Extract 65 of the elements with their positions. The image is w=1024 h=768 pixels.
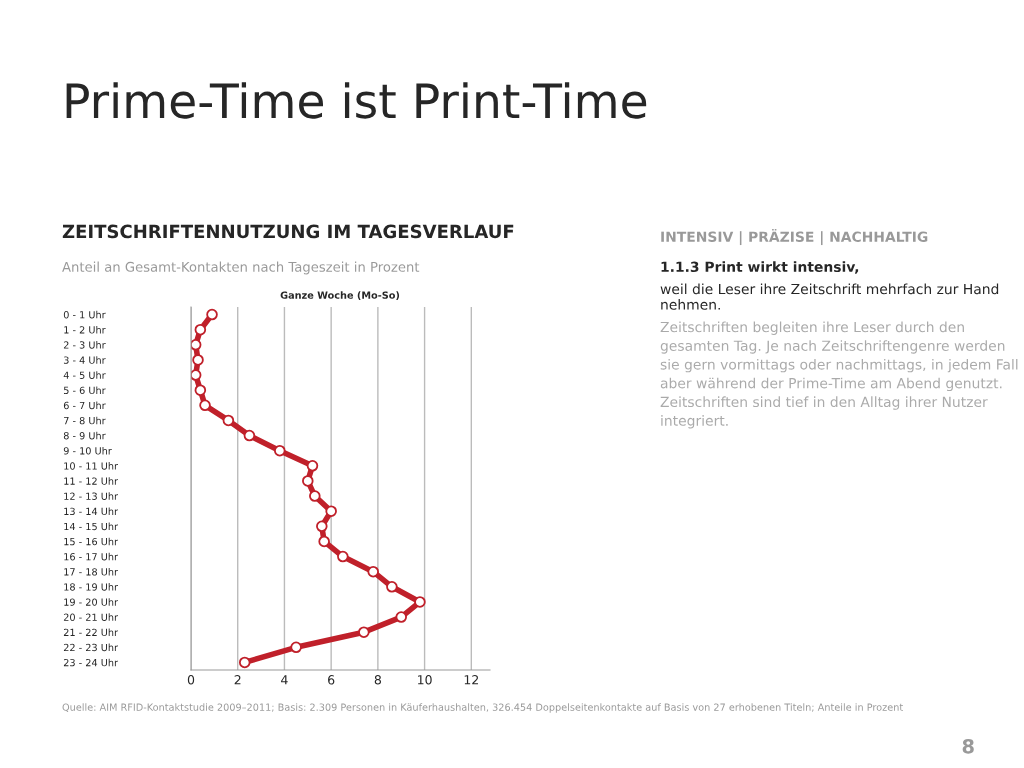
- y-tick-label: 11 - 12 Uhr: [64, 477, 119, 485]
- x-tick-label: 2: [234, 675, 241, 685]
- point: [386, 581, 398, 593]
- point: [395, 611, 408, 623]
- point: [273, 444, 286, 457]
- point: [194, 323, 207, 336]
- y-tick-label: 17 - 18 Uhr: [64, 567, 119, 576]
- y-tick-label: 23 - 24 Uhr: [63, 658, 119, 667]
- y-tick-label: 10 - 11 Uhr: [64, 462, 119, 470]
- point: [206, 308, 218, 321]
- y-tick-label: 9 - 10 Uhr: [63, 446, 112, 455]
- y-tick-label: 22 - 23 Uhr: [63, 643, 119, 652]
- y-tick-label: 15 - 16 Uhr: [64, 537, 119, 546]
- point: [318, 535, 330, 548]
- y-tick-label: 18 - 19 Uhr: [64, 583, 119, 591]
- text: Zeitschriften begleiten ihre Leser durch den gesamten Tag. Je nach Zeitschriftengenre werden sie gern vormittags oder nachmittags, in jedem Fall aber während der Prime-Time am Abend genutzt. Zeitschriften sind tief in den Alltag ihrer Nutzer integriert.: [660, 321, 1018, 429]
- x-tick-label: 6: [328, 675, 335, 685]
- y-tick-label: 4 - 5 Uhr: [63, 371, 106, 379]
- x-tick-label: 4: [281, 675, 288, 685]
- point: [290, 641, 302, 654]
- y-tick-label: 14 - 15 Uhr: [64, 522, 119, 531]
- point: [358, 626, 370, 638]
- point: [302, 475, 314, 487]
- point: [243, 429, 256, 442]
- y-tick-label: 0 - 1 Uhr: [63, 310, 106, 319]
- y-tick-label: 6 - 7 Uhr: [63, 401, 106, 410]
- point: [192, 354, 204, 366]
- point: [309, 490, 321, 502]
- y-tick-label: 21 - 22 Uhr: [63, 628, 119, 637]
- y-tick-label: 8 - 9 Uhr: [63, 431, 106, 440]
- text: weil die Leser ihre Zeitschrift mehrfach zur Hand nehmen.: [660, 283, 999, 310]
- text: INTENSIV | PRÄZISE | NACHHALTIG: [661, 228, 928, 246]
- text: 1.1.3 Print wirkt intensiv,: [661, 261, 859, 274]
- point: [306, 460, 319, 472]
- point: [414, 596, 426, 608]
- y-tick-label: 3 - 4 Uhr: [63, 356, 106, 364]
- y-tick-label: 5 - 6 Uhr: [63, 386, 106, 395]
- x-tick-label: 12: [464, 675, 479, 685]
- point: [222, 414, 235, 427]
- y-tick-label: 12 - 13 Uhr: [64, 492, 119, 500]
- point: [194, 384, 207, 396]
- y-tick-label: 7 - 8 Uhr: [64, 416, 106, 425]
- x-tick-label: 8: [374, 675, 381, 685]
- x-tick-label: 0: [187, 675, 195, 685]
- point: [199, 399, 211, 412]
- point: [367, 565, 379, 578]
- point: [191, 369, 202, 381]
- point: [316, 520, 328, 533]
- text: Anteil an Gesamt-Kontakten nach Tageszeit in Prozent: [62, 261, 420, 275]
- point: [238, 656, 251, 669]
- point: [337, 550, 349, 563]
- y-tick-label: 13 - 14 Uhr: [64, 507, 119, 516]
- y-tick-label: 20 - 21 Uhr: [63, 613, 119, 621]
- text: 8: [962, 738, 974, 754]
- y-tick-label: 16 - 17 Uhr: [64, 552, 119, 561]
- text: Ganze Woche (Mo-So): [280, 291, 400, 300]
- point: [191, 339, 202, 351]
- y-tick-label: 19 - 20 Uhr: [64, 598, 119, 606]
- source-note: Quelle: AIM RFID-Kontaktstudie 2009–2011; Basis: 2.309 Personen in Käuferhaushalten, 326.454 Doppelseitenkontakte auf Basis von 27 erhobenen Titeln; Anteile in Prozent: [62, 703, 903, 713]
- chart-subtitle: ZEITSCHRIFTENNUTZUNG IM TAGESVERLAUF: [62, 224, 514, 239]
- point: [325, 505, 337, 517]
- y-tick-label: 1 - 2 Uhr: [64, 325, 106, 334]
- x-tick-label: 10: [418, 675, 432, 685]
- y-tick-label: 2 - 3 Uhr: [63, 341, 106, 349]
- chart-title: Prime-Time ist Print-Time: [66, 82, 647, 119]
